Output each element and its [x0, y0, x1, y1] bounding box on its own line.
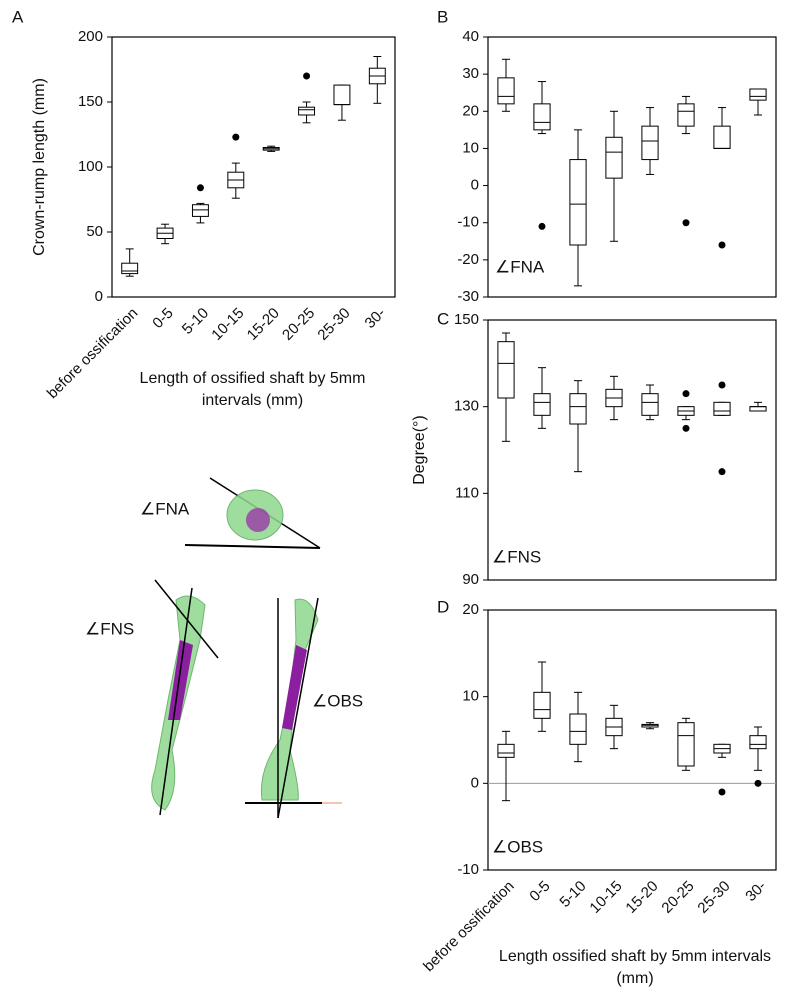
y-tick-label: 10: [462, 688, 479, 705]
box: [641, 393, 659, 416]
y-tick-label: 90: [462, 571, 479, 588]
x-tick-label: 5-10: [179, 305, 212, 338]
x-tick-label: 10-15: [208, 305, 247, 344]
outlier: [682, 219, 690, 227]
panel-letter: A: [12, 7, 24, 26]
x-tick-label: 0-5: [526, 878, 553, 905]
box: [497, 341, 515, 399]
x-tick-label: 5-10: [556, 878, 589, 911]
angle-label: ∠OBS: [312, 691, 363, 710]
box: [333, 84, 351, 106]
y-tick-label: 0: [471, 774, 479, 791]
y-axis-label: Degree(°): [411, 415, 428, 485]
box: [605, 136, 623, 179]
x-tick-label: 30-: [362, 305, 389, 332]
outlier: [538, 222, 546, 230]
outlier: [196, 184, 204, 192]
panel-letter: C: [437, 309, 449, 328]
panel-letter: D: [437, 597, 449, 616]
box: [569, 713, 587, 745]
outlier: [682, 390, 690, 398]
illustration: ∠FNA ∠FNS ∠OBS: [85, 477, 363, 819]
y-tick-label: 10: [462, 139, 479, 156]
x-tick-label: 0-5: [149, 305, 176, 332]
angle-label: ∠FNA: [140, 499, 190, 518]
y-tick-label: 150: [78, 93, 103, 110]
x-tick-label: 25-30: [694, 878, 733, 917]
box: [713, 401, 731, 416]
y-tick-label: -10: [457, 214, 479, 231]
outlier: [682, 424, 690, 432]
y-tick-label: 200: [78, 28, 103, 45]
plot-frame: [111, 36, 396, 298]
box: [533, 691, 551, 719]
y-tick-label: -20: [457, 251, 479, 268]
x-tick-label: 30-: [742, 878, 769, 905]
box: [569, 393, 587, 425]
y-tick-label: 150: [454, 311, 479, 328]
plot-frame: [487, 319, 777, 581]
x-tick-label: 20-25: [658, 878, 697, 917]
x-tick-label: 25-30: [314, 305, 353, 344]
y-tick-label: 20: [462, 601, 479, 618]
y-tick-label: 130: [454, 398, 479, 415]
box: [677, 103, 695, 127]
box: [298, 106, 316, 116]
y-tick-label: -10: [457, 861, 479, 878]
box: [497, 77, 515, 105]
box: [497, 743, 515, 758]
x-tick-label: 15-20: [244, 305, 283, 344]
box: [677, 722, 695, 767]
x-tick-label: 15-20: [622, 878, 661, 917]
outlier: [232, 133, 240, 141]
box: [749, 406, 767, 412]
box: [533, 103, 551, 131]
outlier: [718, 241, 726, 249]
y-tick-label: 110: [455, 484, 479, 501]
y-tick-label: 30: [462, 65, 479, 82]
panel-letter: B: [437, 7, 448, 26]
y-tick-label: 40: [462, 28, 479, 45]
plot-frame: [487, 36, 777, 298]
y-tick-label: 50: [86, 223, 103, 240]
y-tick-label: 0: [95, 288, 103, 305]
box: [191, 204, 209, 217]
annotation: ∠FNS: [492, 547, 541, 566]
angle-label: ∠FNS: [85, 619, 134, 638]
y-tick-label: -30: [457, 288, 479, 305]
outlier: [718, 468, 726, 476]
y-tick-label: 0: [471, 177, 479, 194]
x-axis-label: Length of ossified shaft by 5mm interval…: [139, 370, 366, 409]
plot-frame: [487, 609, 777, 871]
box: [641, 125, 659, 161]
box: [749, 88, 767, 101]
outlier: [718, 788, 726, 796]
outlier: [754, 779, 762, 787]
box: [569, 159, 587, 246]
x-axis-label: Length ossified shaft by 5mm intervals (…: [498, 948, 772, 987]
annotation: ∠OBS: [492, 837, 543, 856]
box: [749, 735, 767, 750]
annotation: ∠FNA: [495, 257, 545, 276]
box: [533, 393, 551, 416]
y-axis-label: Crown-rump length (mm): [31, 78, 48, 256]
y-tick-label: 20: [462, 102, 479, 119]
box: [713, 125, 731, 149]
x-tick-label: 10-15: [586, 878, 625, 917]
outlier: [303, 72, 311, 80]
y-tick-label: 100: [78, 158, 103, 175]
outlier: [718, 381, 726, 389]
box: [121, 262, 139, 275]
x-tick-label: 20-25: [279, 305, 318, 344]
